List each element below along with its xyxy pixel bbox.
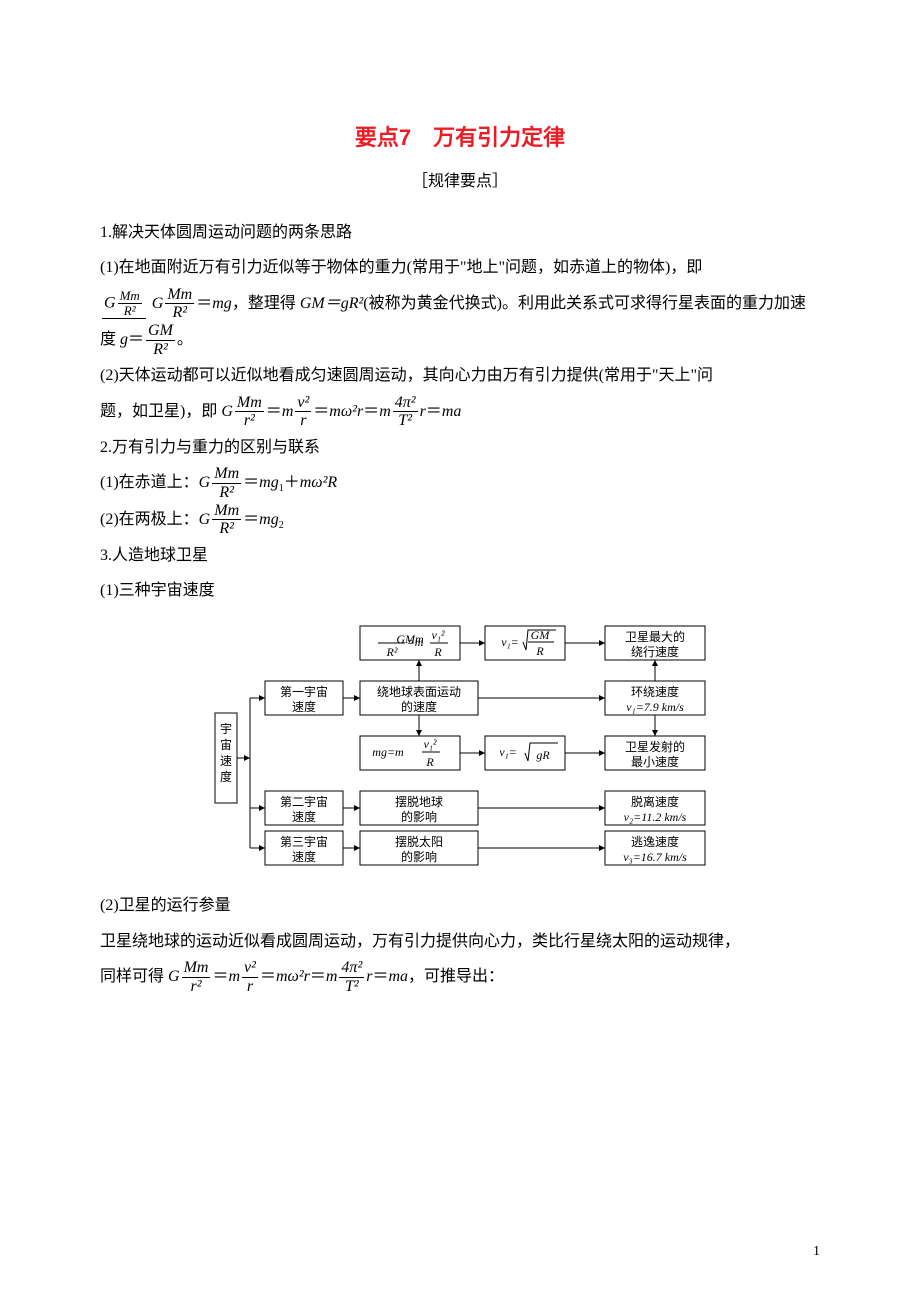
svg-text:R: R bbox=[433, 645, 442, 659]
page-title: 要点7 万有引力定律 bbox=[100, 120, 820, 152]
svg-text:R²: R² bbox=[386, 645, 398, 659]
para-8: 同样可得 GMmr²＝mv²r＝mω²r＝m4π²T²r＝ma，可推导出： bbox=[100, 959, 820, 995]
para-5: (1)三种宇宙速度 bbox=[100, 573, 820, 608]
svg-text:宙: 宙 bbox=[220, 737, 232, 752]
svg-text:速度: 速度 bbox=[292, 699, 316, 714]
heading-2: 2.万有引力与重力的区别与联系 bbox=[100, 430, 820, 465]
svg-text:绕地球表面运动: 绕地球表面运动 bbox=[377, 685, 461, 699]
svg-text:最小速度: 最小速度 bbox=[631, 754, 679, 769]
svg-text:第二宇宙: 第二宇宙 bbox=[280, 794, 328, 809]
svg-text:摆脱太阳: 摆脱太阳 bbox=[395, 834, 443, 849]
svg-text:第一宇宙: 第一宇宙 bbox=[280, 684, 328, 699]
heading-1: 1.解决天体圆周运动问题的两条思路 bbox=[100, 215, 820, 250]
para-1a: (1)在地面附近万有引力近似等于物体的重力(常用于"地上"问题，如赤道上的物体)… bbox=[100, 250, 820, 285]
svg-text:的影响: 的影响 bbox=[401, 809, 437, 824]
svg-text:度: 度 bbox=[220, 769, 232, 784]
para-2b: 题，如卫星)，即 GMmr²＝mv²r＝mω²r＝m4π²T²r＝ma bbox=[100, 394, 820, 430]
para-7: 卫星绕地球的运动近似看成圆周运动，万有引力提供向心力，类比行星绕太阳的运动规律， bbox=[100, 924, 820, 959]
svg-text:v₁=: v₁= bbox=[501, 635, 519, 649]
svg-text:v₁=7.9 km/s: v₁=7.9 km/s bbox=[626, 700, 684, 714]
svg-text:绕行速度: 绕行速度 bbox=[631, 644, 679, 659]
svg-text:R: R bbox=[535, 644, 544, 658]
para-1b: GMmR² GMmR²＝mg，整理得 GM＝gR²(被称为黄金代换式)。利用此关… bbox=[100, 286, 820, 322]
para-3: (1)在赤道上：GMmR²＝mg1＋mω²R bbox=[100, 465, 820, 501]
svg-text:v₁²: v₁² bbox=[423, 737, 436, 751]
svg-text:gR: gR bbox=[536, 748, 550, 762]
fraction: GMmR² bbox=[102, 289, 146, 320]
page-number: 1 bbox=[813, 1244, 820, 1260]
svg-text:mg=m: mg=m bbox=[372, 745, 404, 759]
para-1c: 度 g＝GMR²。 bbox=[100, 322, 820, 358]
section-subtitle: ［规律要点］ bbox=[100, 164, 820, 199]
svg-text:宇: 宇 bbox=[220, 722, 232, 736]
svg-text:的影响: 的影响 bbox=[401, 849, 437, 864]
para-4: (2)在两极上：GMmR²＝mg2 bbox=[100, 502, 820, 538]
svg-text:摆脱地球: 摆脱地球 bbox=[395, 794, 443, 809]
svg-text:速度: 速度 bbox=[292, 849, 316, 864]
svg-text:=m: =m bbox=[407, 635, 424, 649]
svg-text:第三宇宙: 第三宇宙 bbox=[280, 834, 328, 849]
svg-text:v₁=: v₁= bbox=[499, 745, 517, 759]
svg-text:速度: 速度 bbox=[292, 809, 316, 824]
svg-text:环绕速度: 环绕速度 bbox=[631, 684, 679, 699]
para-2a: (2)天体运动都可以近似地看成匀速圆周运动，其向心力由万有引力提供(常用于"天上… bbox=[100, 358, 820, 393]
svg-text:卫星发射的: 卫星发射的 bbox=[625, 739, 685, 754]
page: 要点7 万有引力定律 ［规律要点］ 1.解决天体圆周运动问题的两条思路 (1)在… bbox=[0, 0, 920, 1300]
svg-text:v₂=11.2 km/s: v₂=11.2 km/s bbox=[624, 810, 687, 824]
svg-text:逃逸速度: 逃逸速度 bbox=[631, 834, 679, 849]
svg-text:的速度: 的速度 bbox=[401, 699, 437, 714]
heading-3: 3.人造地球卫星 bbox=[100, 538, 820, 573]
svg-text:v₃=16.7 km/s: v₃=16.7 km/s bbox=[623, 850, 687, 864]
svg-text:v₁²: v₁² bbox=[431, 628, 444, 642]
svg-text:R: R bbox=[425, 755, 434, 769]
para-6: (2)卫星的运行参量 bbox=[100, 888, 820, 923]
svg-text:速: 速 bbox=[220, 754, 232, 768]
svg-text:脱离速度: 脱离速度 bbox=[631, 794, 679, 809]
svg-text:卫星最大的: 卫星最大的 bbox=[625, 629, 685, 644]
cosmic-speed-diagram: 宇 宙 速 度 第一宇宙 速度 绕地球表面运动 的速度 环绕速度 v₁=7 bbox=[100, 618, 820, 878]
